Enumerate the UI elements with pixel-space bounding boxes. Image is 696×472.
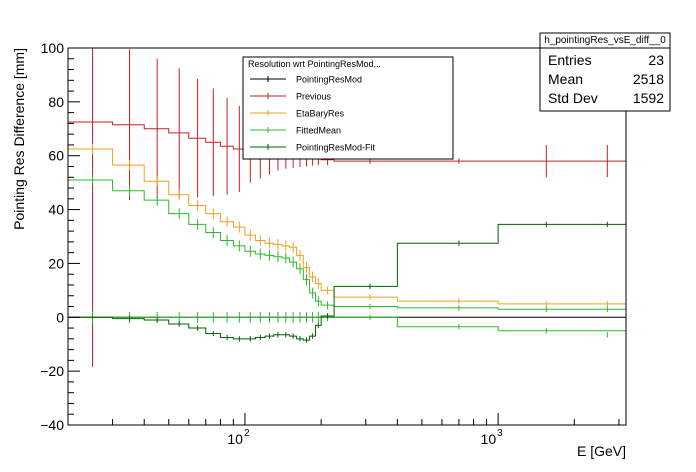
stats-box: h_pointingRes_vsE_diff__0 Entries 23 Mea… [539, 32, 671, 112]
legend-label: PointingResMod [296, 75, 362, 85]
plot-frame [67, 47, 627, 426]
fittedmean-series [68, 174, 626, 312]
y-tick-label: −20 [40, 363, 64, 379]
x-tick-exponent: 3 [497, 428, 503, 439]
x-tick-label: 10 2 [227, 428, 250, 447]
x-tick-exponent: 2 [244, 428, 250, 439]
y-tick-label: 60 [48, 148, 64, 164]
legend-entry: EtaBaryRes [250, 109, 345, 119]
y-tick-label: 40 [48, 202, 64, 218]
stats-frame [539, 32, 671, 112]
legend-entry: PointingResMod-Fit [250, 143, 376, 153]
y-tick-label: −40 [40, 417, 64, 433]
y-tick-label: 100 [41, 40, 65, 56]
y-axis-label: Pointing Res Difference [mm] [11, 48, 27, 230]
stats-mean-value: 2518 [633, 71, 664, 87]
y-tick-label: 0 [56, 309, 64, 325]
legend-label: EtaBaryRes [296, 109, 345, 119]
x-tick-label: 10 3 [481, 428, 504, 447]
pointingresmod-fit-line [68, 223, 626, 341]
fittedmean-lower-series [68, 311, 627, 338]
stats-mean-label: Mean [548, 71, 583, 87]
legend-entry: PointingResMod [250, 75, 362, 85]
legend-entry: Previous [250, 92, 332, 102]
legend-label: FittedMean [296, 126, 341, 136]
x-axis-label: E [GeV] [577, 443, 626, 459]
legend-title: Resolution wrt PointingResMod... [248, 59, 381, 69]
x-tick-base: 10 [227, 431, 243, 447]
legend-entry: FittedMean [250, 126, 341, 136]
stats-entries-label: Entries [548, 52, 592, 68]
legend: Resolution wrt PointingResMod... Pointin… [242, 56, 454, 160]
x-tick-base: 10 [481, 431, 497, 447]
etabaryres-series [68, 143, 626, 307]
legend-label: Previous [296, 92, 332, 102]
y-tick-label: 20 [48, 255, 64, 271]
y-tick-label: 80 [48, 94, 64, 110]
stats-stddev-value: 1592 [633, 90, 664, 106]
etabaryres-line [68, 148, 626, 305]
pointingresmod-fit-series [68, 221, 626, 343]
legend-label: PointingResMod-Fit [296, 143, 376, 153]
stats-entries-value: 23 [648, 52, 664, 68]
stats-title: h_pointingRes_vsE_diff__0 [544, 35, 666, 46]
fittedmean-line [68, 179, 626, 310]
legend-entries: PointingResMod Previous EtaBaryRes FittedMe… [250, 75, 376, 153]
stats-stddev-label: Std Dev [548, 90, 598, 106]
legend-box [242, 56, 454, 160]
